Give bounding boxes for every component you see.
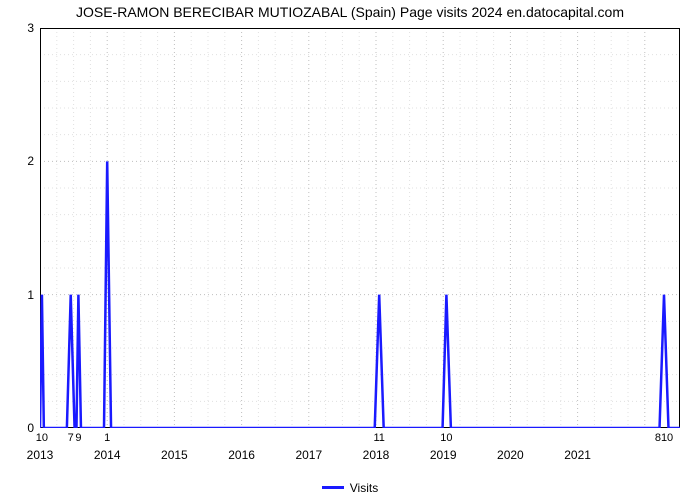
- x-year-label: 2014: [94, 448, 121, 462]
- legend-swatch: [322, 486, 344, 489]
- y-tick-label: 2: [27, 154, 34, 168]
- legend: Visits: [0, 478, 700, 495]
- x-year-label: 2015: [161, 448, 188, 462]
- plot-area: 0123201320142015201620172018201920202021…: [40, 28, 680, 428]
- x-year-label: 2017: [295, 448, 322, 462]
- x-value-label: 810: [655, 432, 673, 444]
- y-tick-label: 0: [27, 421, 34, 435]
- x-year-label: 2021: [564, 448, 591, 462]
- y-tick-label: 3: [27, 21, 34, 35]
- x-value-label: 1: [104, 432, 110, 444]
- x-year-label: 2018: [363, 448, 390, 462]
- x-value-label: 11: [373, 432, 384, 444]
- x-value-label: 10: [440, 432, 452, 444]
- legend-label: Visits: [350, 481, 378, 495]
- x-year-label: 2019: [430, 448, 457, 462]
- legend-item-visits: Visits: [322, 481, 378, 495]
- x-value-label: 7: [68, 432, 74, 444]
- y-tick-label: 1: [27, 288, 34, 302]
- x-year-label: 2020: [497, 448, 524, 462]
- x-year-label: 2013: [27, 448, 54, 462]
- x-value-label: 9: [75, 432, 81, 444]
- chart-title: JOSE-RAMON BERECIBAR MUTIOZABAL (Spain) …: [0, 4, 700, 20]
- x-value-label: 10: [36, 432, 48, 444]
- x-year-label: 2016: [228, 448, 255, 462]
- chart-svg: [40, 28, 680, 428]
- chart-container: { "chart": { "type": "line", "title": "J…: [0, 0, 700, 500]
